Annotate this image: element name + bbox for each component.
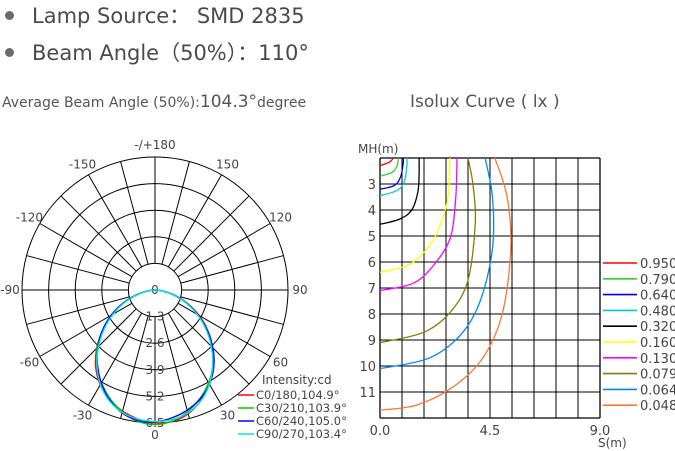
polar-spoke	[167, 312, 222, 406]
polar-angle-label: -30	[73, 409, 93, 423]
legend-label: C0/180,104.9°	[256, 388, 340, 402]
bullet-icon	[5, 10, 14, 20]
lamp-source-line: Lamp Source： SMD 2835	[0, 0, 305, 30]
isolux-legend-label: 0.950	[640, 257, 675, 272]
beam-angle-line: Beam Angle（50%）：110°	[0, 37, 309, 67]
average-beam-label: Average Beam Angle (50%):	[2, 95, 200, 111]
isolux-y-axis-label: MH(m)	[358, 142, 398, 156]
isolux-legend-label: 0.790	[640, 273, 675, 288]
average-beam-unit: degree	[257, 95, 307, 111]
isolux-x-axis-label: S(m)	[598, 436, 627, 450]
average-beam-angle: Average Beam Angle (50%):104.3°degree	[2, 92, 306, 112]
polar-spoke	[88, 312, 143, 406]
isolux-legend-label: 0.079	[640, 368, 675, 383]
polar-spoke	[167, 174, 222, 268]
isolux-contour	[379, 157, 420, 225]
legend-label: C30/210,103.9°	[256, 401, 347, 415]
isolux-contour	[379, 157, 495, 370]
isolux-title: Isolux Curve ( lx )	[410, 92, 560, 112]
isolux-legend-label: 0.320	[640, 320, 675, 335]
polar-spoke	[120, 161, 149, 265]
isolux-y-tick: 4	[368, 204, 376, 219]
polar-spoke	[177, 223, 271, 278]
polar-spoke	[88, 174, 143, 268]
isolux-contour	[379, 157, 458, 292]
polar-intensity-curve	[96, 289, 214, 423]
beam-angle-text: Beam Angle（50%）：110°	[32, 41, 309, 65]
polar-angle-label: -/+180	[134, 138, 175, 152]
polar-spoke	[180, 296, 284, 325]
isolux-y-tick: 5	[368, 230, 376, 245]
isolux-y-tick: 9	[368, 334, 376, 349]
isolux-y-tick: 10	[359, 360, 376, 375]
polar-radial-label: 1.3	[145, 310, 164, 324]
isolux-y-tick: 3	[368, 178, 376, 193]
isolux-contour	[379, 157, 405, 190]
bullet-icon	[5, 47, 14, 57]
polar-spoke	[161, 161, 190, 265]
isolux-contour	[379, 157, 512, 411]
legend-label: C90/270,103.4°	[256, 427, 347, 441]
polar-spoke	[161, 315, 190, 419]
polar-angle-label: -90	[0, 283, 20, 297]
polar-angle-label: 150	[216, 157, 239, 171]
isolux-legend-label: 0.130	[640, 352, 675, 367]
isolux-y-tick: 7	[368, 282, 376, 297]
isolux-legend-label: 0.480	[640, 304, 675, 319]
average-beam-value: 104.3°	[199, 92, 258, 112]
polar-angle-label: -150	[69, 157, 96, 171]
polar-angle-label: -60	[20, 356, 40, 370]
polar-angle-label: 120	[269, 211, 292, 225]
isolux-contour	[379, 157, 399, 177]
polar-spoke	[26, 255, 130, 284]
isolux-legend-label: 0.064	[640, 383, 675, 398]
lamp-source-text: Lamp Source： SMD 2835	[32, 4, 305, 28]
isolux-x-tick: 9.0	[590, 424, 611, 439]
polar-spoke	[26, 296, 130, 325]
isolux-x-tick: 0.0	[370, 424, 391, 439]
polar-spoke	[180, 255, 284, 284]
polar-spoke	[173, 195, 250, 272]
isolux-contour	[379, 157, 477, 344]
polar-spoke	[120, 315, 149, 419]
isolux-legend-label: 0.640	[640, 289, 675, 304]
polar-angle-label: 60	[273, 356, 288, 370]
isolux-legend-label: 0.160	[640, 336, 675, 351]
polar-angle-label: 0	[151, 428, 159, 442]
polar-angle-label: 90	[292, 283, 307, 297]
isolux-contour	[379, 157, 394, 167]
polar-spoke	[60, 195, 137, 272]
isolux-y-tick: 11	[359, 386, 376, 401]
polar-spoke	[39, 223, 133, 278]
polar-spoke	[177, 302, 271, 357]
polar-spoke	[39, 302, 133, 357]
polar-radial-label: 5.2	[145, 389, 164, 403]
isolux-y-tick: 8	[368, 308, 376, 323]
polar-radial-label: 2.6	[145, 336, 164, 350]
polar-radial-label: 3.9	[145, 363, 164, 377]
legend-title: Intensity:cd	[262, 373, 332, 387]
isolux-y-tick: 6	[368, 256, 376, 271]
polar-angle-label: 30	[220, 409, 235, 423]
isolux-contour	[379, 157, 408, 197]
polar-angle-label: -120	[16, 211, 43, 225]
isolux-contour	[379, 157, 451, 274]
isolux-x-tick: 4.5	[480, 424, 501, 439]
legend-label: C60/240,105.0°	[256, 414, 347, 428]
isolux-legend-label: 0.048	[640, 399, 675, 414]
